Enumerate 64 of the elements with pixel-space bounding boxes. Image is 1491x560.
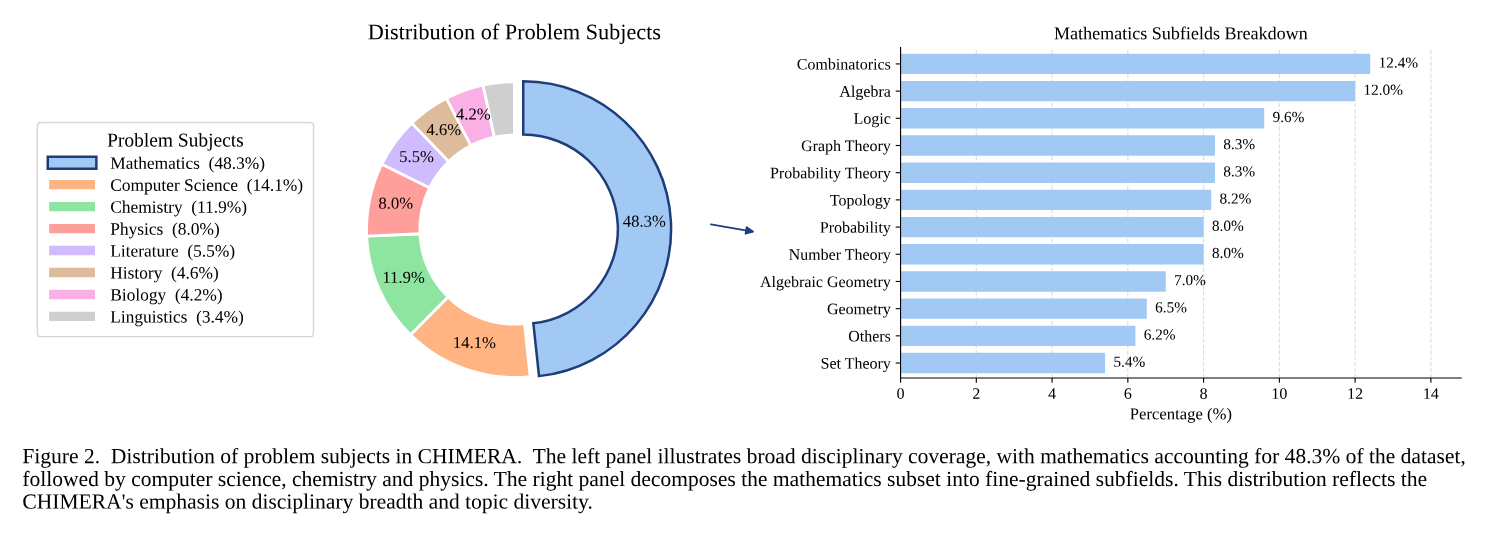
data-label: 14.1% bbox=[454, 336, 496, 349]
x-tick-label: 8 bbox=[1200, 388, 1207, 399]
data-label: 9.6% bbox=[1273, 111, 1304, 123]
y-tick-label: Combinatorics bbox=[797, 58, 891, 70]
data-label: 12.0% bbox=[1364, 84, 1403, 95]
caption: Figure 2. Distribution of problem subjects in CHIMERA. The left panel illustrates broad disciplinary coverage, with mathematics accounting for 48.3% of the dataset, followed by computer science, chemistry and physics. The right panel decomposes the mathematics subset into fine-grained subfields. This distribution reflects the CHIMERA's emphasis on disciplinary breadth and topic diversity. bbox=[22, 448, 1465, 514]
bar bbox=[900, 189, 1212, 211]
legend-label: Linguistics (3.4%) bbox=[110, 310, 244, 327]
bar bbox=[900, 162, 1215, 183]
x-tick-label: 2 bbox=[973, 388, 980, 399]
y-tick-label: Set Theory bbox=[821, 357, 891, 373]
legend-label: Mathematics (48.3%) bbox=[110, 156, 265, 173]
legend-title: Problem Subjects bbox=[107, 132, 244, 151]
bar bbox=[900, 325, 1136, 347]
x-tick-label: 0 bbox=[897, 388, 904, 399]
y-tick-label: Graph Theory bbox=[801, 139, 891, 155]
data-label: 4.2% bbox=[456, 108, 491, 120]
data-label: 12.4% bbox=[1379, 57, 1418, 68]
legend-label: Physics (8.0%) bbox=[110, 222, 219, 239]
data-label: 4.6% bbox=[426, 124, 461, 136]
x-tick-label: 4 bbox=[1048, 388, 1056, 399]
bar bbox=[900, 352, 1106, 374]
bar bbox=[900, 108, 1265, 129]
data-label: 8.0% bbox=[1212, 247, 1244, 259]
data-label: 8.2% bbox=[1220, 193, 1251, 204]
legend-label: Biology (4.2%) bbox=[110, 288, 222, 305]
data-label: 7.0% bbox=[1175, 274, 1206, 286]
bar bbox=[900, 53, 1371, 75]
chart-title: Distribution of Problem Subjects bbox=[368, 23, 661, 44]
legend-label: Literature (5.5%) bbox=[110, 244, 235, 261]
y-tick-label: Geometry bbox=[827, 303, 891, 318]
y-tick-label: Probability Theory bbox=[770, 167, 891, 182]
data-label: 48.3% bbox=[623, 215, 666, 227]
y-tick-label: Topology bbox=[830, 194, 891, 209]
y-tick-label: Logic bbox=[854, 113, 891, 128]
legend-label: Computer Science (14.1%) bbox=[110, 178, 303, 195]
x-tick-label: 10 bbox=[1272, 388, 1287, 399]
y-tick-label: Others bbox=[848, 330, 891, 342]
bar bbox=[900, 216, 1204, 238]
x-tick-label: 14 bbox=[1424, 388, 1439, 399]
y-tick-label: Number Theory bbox=[789, 248, 891, 264]
legend-label: Chemistry (11.9%) bbox=[110, 200, 247, 217]
data-label: 5.5% bbox=[400, 150, 434, 163]
data-label: 8.0% bbox=[379, 197, 413, 209]
data-label: 6.5% bbox=[1155, 302, 1187, 313]
x-tick-label: 12 bbox=[1348, 388, 1363, 399]
legend-label: History (4.6%) bbox=[110, 266, 218, 283]
bar bbox=[900, 80, 1356, 102]
bar bbox=[900, 135, 1215, 156]
y-tick-label: Algebraic Geometry bbox=[760, 275, 891, 291]
data-label: 11.9% bbox=[383, 271, 425, 284]
bar bbox=[900, 271, 1166, 292]
x-tick-label: 6 bbox=[1124, 388, 1132, 399]
data-label: 6.2% bbox=[1144, 329, 1176, 340]
data-label: 8.0% bbox=[1212, 220, 1244, 231]
data-label: 8.3% bbox=[1223, 139, 1255, 150]
x-axis-title: Percentage (%) bbox=[1130, 407, 1232, 423]
data-label: 8.3% bbox=[1223, 166, 1255, 177]
bar bbox=[900, 244, 1204, 265]
chart-title: Mathematics Subfields Breakdown bbox=[1054, 26, 1308, 40]
data-label: 5.4% bbox=[1114, 356, 1145, 367]
y-tick-label: Algebra bbox=[839, 85, 891, 101]
bar bbox=[900, 298, 1147, 319]
y-tick-label: Probability bbox=[820, 221, 891, 237]
